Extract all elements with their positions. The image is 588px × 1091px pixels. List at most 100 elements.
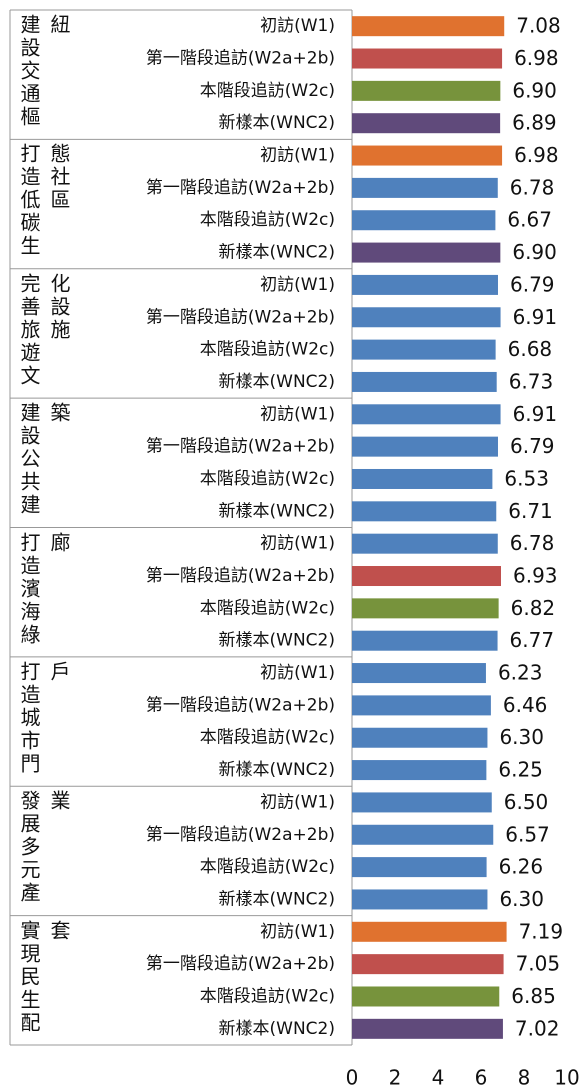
bar-label: 新樣本(WNC2)	[219, 631, 335, 651]
value-label: 7.02	[515, 1016, 560, 1040]
value-label: 6.68	[508, 337, 553, 361]
group-label: 建設公共建築	[17, 402, 71, 518]
bar	[352, 695, 491, 716]
bar	[352, 1018, 503, 1039]
value-label: 6.67	[507, 208, 552, 232]
value-label: 6.50	[504, 790, 549, 814]
bar-label: 初訪(W1)	[260, 275, 335, 295]
x-tick-label: 8	[518, 1066, 531, 1090]
value-label: 6.82	[511, 596, 556, 620]
group-label: 打造濱海綠廊	[17, 531, 71, 647]
bar	[352, 16, 505, 37]
value-label: 6.30	[499, 725, 544, 749]
bar-label: 新樣本(WNC2)	[219, 889, 335, 909]
bar-label: 新樣本(WNC2)	[219, 243, 335, 263]
bar-label: 第一階段追訪(W2a+2b)	[146, 49, 335, 69]
bar	[352, 177, 498, 198]
bar-label: 新樣本(WNC2)	[219, 372, 335, 392]
bar	[352, 274, 498, 295]
value-label: 6.90	[512, 78, 557, 102]
bar	[352, 242, 501, 263]
bar	[352, 630, 498, 651]
bar-label: 本階段追訪(W2c)	[200, 598, 335, 618]
value-label: 6.89	[512, 111, 557, 135]
value-label: 6.77	[510, 628, 555, 652]
bar-label: 初訪(W1)	[260, 792, 335, 812]
bar	[352, 533, 498, 554]
bar	[352, 371, 497, 392]
value-label: 6.26	[499, 855, 544, 879]
bar-label: 第一階段追訪(W2a+2b)	[146, 178, 335, 198]
value-label: 7.08	[516, 14, 561, 38]
value-label: 7.19	[519, 919, 564, 943]
value-label: 6.91	[513, 402, 558, 426]
value-label: 6.98	[514, 46, 559, 70]
bar-label: 第一階段追訪(W2a+2b)	[146, 954, 335, 974]
value-label: 6.71	[508, 499, 553, 523]
bar	[352, 986, 500, 1007]
value-label: 6.78	[510, 175, 555, 199]
bar	[352, 727, 488, 748]
bar	[352, 210, 496, 231]
bar-label: 本階段追訪(W2c)	[200, 857, 335, 877]
bar-label: 初訪(W1)	[260, 404, 335, 424]
bar-label: 初訪(W1)	[260, 534, 335, 554]
value-label: 6.30	[499, 887, 544, 911]
bar	[352, 145, 503, 166]
bar-label: 初訪(W1)	[260, 16, 335, 36]
value-label: 6.79	[510, 272, 555, 296]
bar	[352, 921, 507, 942]
bar-label: 本階段追訪(W2c)	[200, 986, 335, 1006]
group-label: 完善旅遊文化設施	[17, 272, 71, 388]
bar	[352, 501, 497, 522]
bar-label: 新樣本(WNC2)	[219, 113, 335, 133]
group-label: 發展多元產業	[17, 790, 71, 906]
bar-label: 第一階段追訪(W2a+2b)	[146, 307, 335, 327]
value-label: 6.93	[513, 564, 558, 588]
group-label: 打造低碳生態社區	[17, 143, 71, 259]
bar-label: 第一階段追訪(W2a+2b)	[146, 437, 335, 457]
bar-label: 新樣本(WNC2)	[219, 501, 335, 521]
group-label: 實現民生配套	[17, 919, 71, 1035]
value-label: 6.46	[503, 693, 548, 717]
x-tick-label: 0	[346, 1066, 359, 1090]
bar-label: 第一階段追訪(W2a+2b)	[146, 825, 335, 845]
x-tick-label: 2	[389, 1066, 402, 1090]
x-tick-label: 10	[554, 1066, 579, 1090]
bar	[352, 598, 499, 619]
bar	[352, 307, 501, 328]
value-label: 6.78	[510, 531, 555, 555]
bar-label: 第一階段追訪(W2a+2b)	[146, 566, 335, 586]
bar-label: 本階段追訪(W2c)	[200, 340, 335, 360]
bar-label: 初訪(W1)	[260, 922, 335, 942]
value-label: 6.85	[511, 984, 556, 1008]
bar-label: 本階段追訪(W2c)	[200, 728, 335, 748]
value-label: 6.90	[512, 240, 557, 264]
bar	[352, 113, 501, 134]
bar-label: 第一階段追訪(W2a+2b)	[146, 695, 335, 715]
bar	[352, 48, 503, 69]
value-label: 6.57	[505, 822, 550, 846]
x-tick-label: 6	[475, 1066, 488, 1090]
value-label: 6.91	[513, 305, 558, 329]
bar-label: 本階段追訪(W2c)	[200, 469, 335, 489]
x-tick-label: 4	[432, 1066, 445, 1090]
value-label: 7.05	[516, 952, 561, 976]
bar	[352, 889, 488, 910]
value-label: 6.25	[498, 758, 543, 782]
bar-label: 新樣本(WNC2)	[219, 1019, 335, 1039]
bar	[352, 339, 496, 360]
bar	[352, 792, 492, 813]
value-label: 6.79	[510, 434, 555, 458]
bar	[352, 954, 504, 975]
bar	[352, 566, 501, 587]
group-label: 打造城市門戶	[17, 660, 71, 776]
bar-label: 本階段追訪(W2c)	[200, 210, 335, 230]
bar	[352, 857, 487, 878]
group-label: 建設交通樞紐	[17, 14, 71, 129]
bar	[352, 468, 493, 489]
bar	[352, 404, 501, 425]
bar-label: 初訪(W1)	[260, 146, 335, 166]
